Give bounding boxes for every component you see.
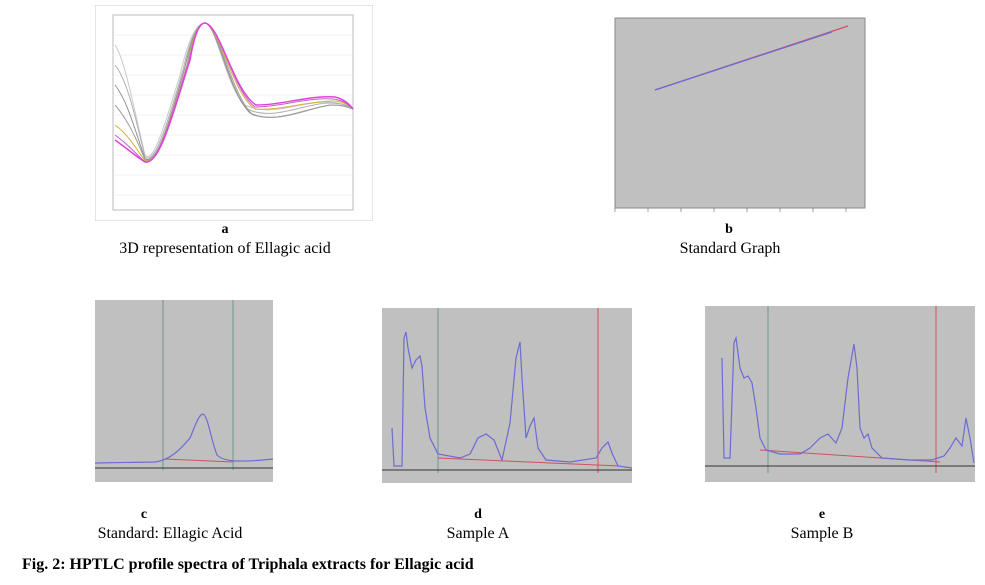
panel-e-letter: e [818, 507, 826, 522]
figure-caption: Fig. 2: HPTLC profile spectra of Triphal… [22, 556, 474, 573]
sample-b-chromatogram-svg [700, 298, 978, 488]
panel-d-sample-a-chromatogram [370, 298, 635, 488]
standard-trace [95, 413, 273, 464]
sample-a-trace [391, 331, 633, 469]
panel-e-caption: Sample B [790, 525, 854, 542]
sample-b-trace [721, 335, 975, 464]
spectra-curves [114, 22, 354, 163]
standard-graph-svg [600, 0, 875, 222]
baseline [164, 458, 234, 463]
standard-chromatogram-svg [95, 300, 273, 482]
standard-chromatogram-bg [95, 300, 273, 482]
panel-d-letter: d [474, 507, 482, 522]
spectra-frame [112, 14, 354, 211]
panel-b-letter: b [725, 222, 733, 237]
panel-c-standard-chromatogram [95, 300, 273, 482]
panel-c-caption: Standard: Ellagic Acid [97, 525, 243, 542]
standard-graph-plot-area [614, 17, 866, 209]
panel-b-caption: Standard Graph [679, 240, 781, 257]
sample-a-plot-area [382, 308, 632, 483]
sample-b-plot-area [705, 306, 975, 482]
calibration-line [654, 31, 833, 91]
panel-d-caption: Sample A [446, 525, 510, 542]
sample-a-chromatogram-svg [370, 298, 635, 488]
panel-a-letter: a [221, 222, 229, 237]
spectra-svg [95, 5, 373, 221]
panel-a-caption: 3D representation of Ellagic acid [119, 240, 331, 257]
panel-a-spectra-plot [95, 5, 373, 221]
sample-a-baseline [437, 457, 621, 467]
panel-b-standard-graph [600, 0, 875, 222]
panel-c-letter: c [140, 507, 148, 522]
standard-graph-ticks [614, 208, 847, 212]
panel-e-sample-b-chromatogram [700, 298, 978, 488]
